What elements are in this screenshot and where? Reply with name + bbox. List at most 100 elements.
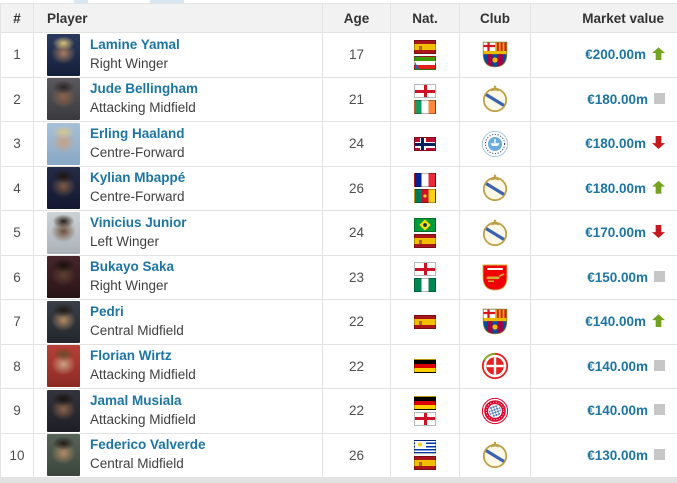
header-age[interactable]: Age — [322, 3, 391, 33]
flag-icon-spain — [414, 39, 436, 54]
club-cell — [459, 210, 531, 256]
market-value-link[interactable]: €180.00m — [587, 91, 648, 107]
age-cell: 24 — [322, 121, 391, 167]
flag-icon-cameroon — [414, 189, 436, 204]
nationality-cell — [390, 432, 460, 478]
club-crest-real-madrid-icon[interactable] — [481, 174, 509, 202]
flag-icon-nigeria — [414, 278, 436, 293]
flag-icon-ireland — [414, 100, 436, 115]
market-value-link[interactable]: €200.00m — [585, 47, 646, 63]
flag-icon-germany — [414, 395, 436, 410]
market-value-link[interactable]: €180.00m — [585, 180, 646, 196]
player-name-link[interactable]: Kylian Mbappé — [90, 170, 186, 186]
trend-up-arrow-icon — [652, 314, 665, 328]
player-name-link[interactable]: Jamal Musiala — [90, 392, 182, 408]
player-photo[interactable] — [47, 389, 80, 432]
nationality-cell — [390, 165, 460, 211]
flag-icon-spain — [414, 456, 436, 471]
club-crest-bayern-icon[interactable] — [481, 397, 509, 425]
player-photo[interactable] — [47, 211, 80, 254]
market-value-table: # Player Age Nat. Club Market value 1 La… — [0, 3, 677, 478]
flag-icon-spain — [414, 314, 436, 329]
player-name-link[interactable]: Jude Bellingham — [90, 81, 199, 97]
market-value-link[interactable]: €170.00m — [585, 225, 646, 241]
player-photo[interactable] — [47, 256, 80, 299]
market-value-link[interactable]: €150.00m — [587, 269, 648, 285]
player-position: Centre-Forward — [90, 144, 185, 160]
market-value-cell: €180.00m — [530, 165, 677, 211]
player-name-link[interactable]: Vinicius Junior — [90, 214, 187, 230]
club-cell — [459, 165, 531, 211]
age-cell: 21 — [322, 76, 391, 122]
player-position: Attacking Midfield — [90, 100, 196, 116]
trend-down-arrow-icon — [652, 225, 665, 238]
club-cell — [459, 32, 531, 78]
club-crest-barcelona-icon[interactable] — [482, 308, 508, 335]
player-photo[interactable] — [47, 300, 80, 343]
player-photo[interactable] — [47, 167, 80, 210]
nationality-cell — [390, 343, 460, 389]
nationality-cell — [390, 32, 460, 78]
club-crest-real-madrid-icon[interactable] — [481, 219, 509, 247]
nationality-cell — [390, 76, 460, 122]
player-position: Centre-Forward — [90, 189, 185, 205]
market-value-cell: €130.00m — [530, 432, 677, 478]
rank-cell: 9 — [0, 388, 34, 434]
page-top-strip — [0, 0, 677, 3]
age-cell: 17 — [322, 32, 391, 78]
market-value-cell: €170.00m — [530, 210, 677, 256]
market-value-link[interactable]: €140.00m — [587, 403, 648, 419]
header-player[interactable]: Player — [33, 3, 323, 33]
trend-up-arrow-icon — [652, 47, 665, 61]
trend-unchanged-icon — [654, 270, 665, 282]
flag-icon-france — [414, 173, 436, 188]
flag-icon-equatorial-guinea — [414, 55, 436, 70]
club-crest-arsenal-icon[interactable] — [482, 264, 508, 291]
market-value-link[interactable]: €140.00m — [587, 358, 648, 374]
rank-cell: 1 — [0, 32, 34, 78]
player-photo[interactable] — [47, 122, 80, 165]
player-name-link[interactable]: Florian Wirtz — [90, 348, 172, 364]
market-value-link[interactable]: €180.00m — [585, 136, 646, 152]
club-crest-barcelona-icon[interactable] — [482, 41, 508, 68]
market-value-link[interactable]: €140.00m — [585, 314, 646, 330]
flag-icon-brazil — [414, 217, 436, 232]
player-position: Attacking Midfield — [90, 367, 196, 383]
club-crest-leverkusen-icon[interactable] — [481, 352, 509, 380]
rank-cell: 10 — [0, 432, 34, 478]
player-position: Central Midfield — [90, 322, 184, 338]
flag-icon-england — [414, 411, 436, 426]
player-row: 7 Pedri Central Midfield 22 — [0, 299, 677, 345]
player-name-link[interactable]: Federico Valverde — [90, 437, 206, 453]
rank-cell: 3 — [0, 121, 34, 167]
player-photo[interactable] — [47, 78, 80, 121]
header-rank: # — [0, 3, 34, 33]
player-row: 5 Vinicius Junior Left Winger 24 €170.00… — [0, 210, 677, 256]
header-club[interactable]: Club — [459, 3, 531, 33]
age-cell: 22 — [322, 343, 391, 389]
player-photo[interactable] — [47, 434, 80, 477]
player-row: 8 Florian Wirtz Attacking Midfield 22 €1… — [0, 343, 677, 389]
flag-icon-spain — [414, 233, 436, 248]
player-row: 10 Federico Valverde Central Midfield 26… — [0, 432, 677, 478]
market-value-link[interactable]: €130.00m — [587, 447, 648, 463]
player-position: Central Midfield — [90, 456, 184, 472]
header-market-value[interactable]: Market value — [530, 3, 677, 33]
club-cell — [459, 121, 531, 167]
player-photo[interactable] — [47, 345, 80, 388]
player-name-link[interactable]: Pedri — [90, 303, 124, 319]
club-cell — [459, 76, 531, 122]
player-name-link[interactable]: Bukayo Saka — [90, 259, 175, 275]
club-crest-man-city-icon[interactable] — [481, 130, 509, 158]
rank-cell: 6 — [0, 254, 34, 300]
player-name-link[interactable]: Erling Haaland — [90, 125, 185, 141]
rank-cell: 2 — [0, 76, 34, 122]
header-nationality[interactable]: Nat. — [390, 3, 460, 33]
age-cell: 23 — [322, 254, 391, 300]
club-crest-real-madrid-icon[interactable] — [481, 85, 509, 113]
player-photo[interactable] — [47, 33, 80, 76]
player-name-link[interactable]: Lamine Yamal — [90, 36, 180, 52]
player-row: 4 Kylian Mbappé Centre-Forward 26 €180.0… — [0, 165, 677, 211]
club-crest-real-madrid-icon[interactable] — [481, 441, 509, 469]
page-background-strip — [0, 478, 677, 483]
